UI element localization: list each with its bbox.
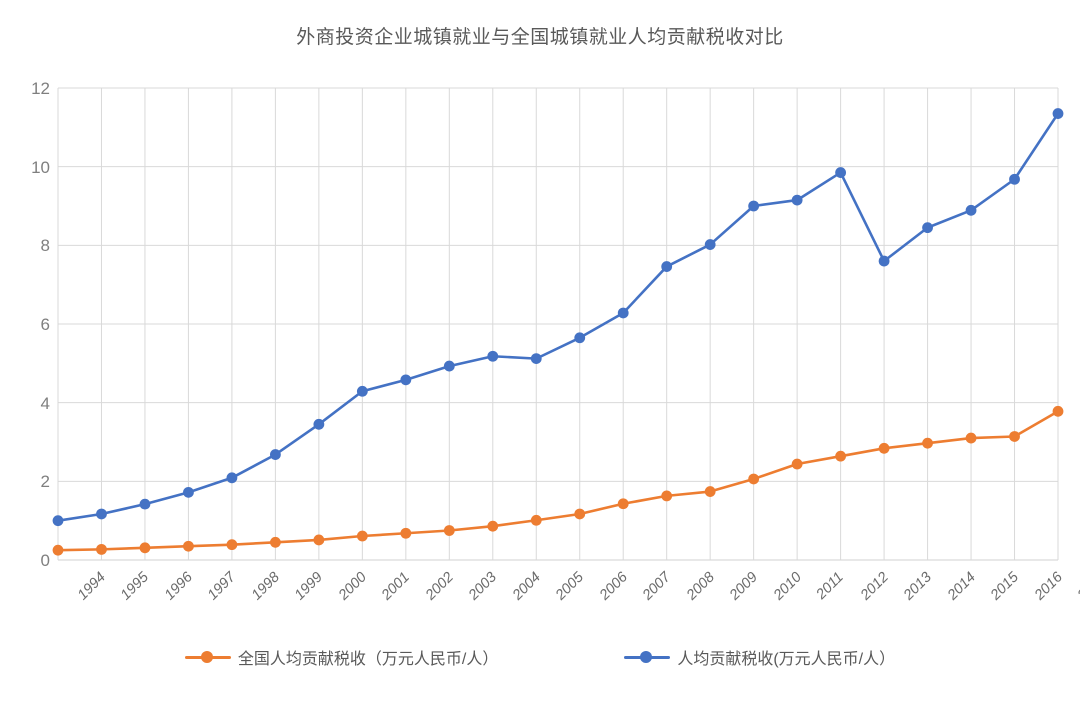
data-point[interactable] <box>183 486 194 498</box>
legend-item[interactable]: 人均贡献税收(万元人民币/人） <box>624 645 895 669</box>
x-axis-tick-label: 2017 <box>1074 569 1080 604</box>
x-axis-tick-label: 2016 <box>1031 569 1066 604</box>
legend-label: 全国人均贡献税收（万元人民币/人） <box>237 651 499 668</box>
data-point[interactable] <box>487 350 499 362</box>
x-axis-tick-label: 2008 <box>683 569 718 604</box>
series-layer <box>52 108 1064 556</box>
x-axis-tick-label: 1994 <box>74 569 109 604</box>
data-point[interactable] <box>704 486 716 497</box>
data-point[interactable] <box>661 490 673 502</box>
data-point[interactable] <box>96 543 107 555</box>
data-point[interactable] <box>313 418 325 430</box>
data-point[interactable] <box>748 473 760 485</box>
data-point[interactable] <box>1052 405 1064 417</box>
data-point[interactable] <box>400 527 412 539</box>
data-point[interactable] <box>139 542 151 554</box>
data-point[interactable] <box>52 544 64 556</box>
x-axis-tick-label: 2002 <box>422 569 457 604</box>
data-point[interactable] <box>400 374 412 386</box>
x-axis-tick-label: 1996 <box>161 569 196 604</box>
data-point[interactable] <box>226 472 238 484</box>
x-axis-tick-label: 2003 <box>466 569 501 604</box>
data-point[interactable] <box>443 525 455 536</box>
data-point[interactable] <box>52 515 64 527</box>
x-axis-tick-label: 2013 <box>900 569 935 604</box>
x-axis-tick-label: 1997 <box>205 569 240 604</box>
x-axis-tick-label: 2010 <box>770 569 805 604</box>
plot-area <box>52 87 1064 561</box>
chart-title: 外商投资企业城镇就业与全国城镇就业人均贡献税收对比 <box>296 27 784 48</box>
x-axis-tick-label: 2006 <box>596 569 631 604</box>
x-axis-tick-label: 2007 <box>639 569 675 604</box>
data-point[interactable] <box>878 255 890 267</box>
x-axis-tick-label: 2005 <box>552 569 588 604</box>
y-axis-tick-label: 12 <box>31 79 50 98</box>
x-axis-tick-label: 1998 <box>248 569 283 604</box>
plot-svg <box>52 87 1064 561</box>
data-point[interactable] <box>965 432 977 444</box>
data-point[interactable] <box>965 204 977 216</box>
x-axis-tick-label: 2009 <box>726 569 762 604</box>
data-point[interactable] <box>617 307 629 319</box>
y-axis-tick-label: 10 <box>31 157 50 177</box>
data-point[interactable] <box>661 261 673 272</box>
x-axis-tick-label: 2000 <box>335 569 370 604</box>
x-axis-tick-label: 2014 <box>944 569 979 604</box>
data-point[interactable] <box>1009 431 1020 442</box>
data-point[interactable] <box>139 498 151 510</box>
data-point[interactable] <box>356 385 368 397</box>
data-point[interactable] <box>574 508 586 520</box>
data-point[interactable] <box>96 508 107 520</box>
x-axis-tick-label: 1995 <box>118 569 153 604</box>
legend-label: 人均贡献税收(万元人民币/人） <box>677 651 896 668</box>
x-axis-tick-label: 2012 <box>857 569 892 604</box>
data-point[interactable] <box>226 539 238 551</box>
data-point[interactable] <box>835 167 847 178</box>
data-point[interactable] <box>530 353 542 365</box>
legend-item[interactable]: 全国人均贡献税收（万元人民币/人） <box>184 645 499 669</box>
y-axis-tick-label: 6 <box>40 315 50 334</box>
x-axis-tick-label: 2004 <box>509 569 544 604</box>
data-point[interactable] <box>791 458 803 470</box>
data-point[interactable] <box>748 200 760 212</box>
data-point[interactable] <box>617 498 629 510</box>
y-axis-tick-label: 4 <box>40 393 50 413</box>
data-point[interactable] <box>1009 173 1020 185</box>
x-axis-tick-label: 2015 <box>987 569 1022 604</box>
data-point[interactable] <box>704 239 716 250</box>
data-point[interactable] <box>443 360 455 372</box>
x-axis-tick-label: 1999 <box>292 569 327 604</box>
series-line-1 <box>56 112 1060 522</box>
data-point[interactable] <box>835 450 847 462</box>
data-point[interactable] <box>922 437 933 449</box>
data-point[interactable] <box>356 530 368 542</box>
data-point[interactable] <box>922 222 933 234</box>
data-point[interactable] <box>574 332 586 344</box>
x-axis-tick-label: 2011 <box>813 569 847 603</box>
data-point[interactable] <box>487 520 499 532</box>
data-point[interactable] <box>183 540 194 552</box>
grid-lines <box>57 87 1059 561</box>
y-axis-tick-label: 0 <box>40 551 50 570</box>
data-point[interactable] <box>269 449 281 460</box>
x-axis-tick-label: 2001 <box>379 569 414 604</box>
data-point[interactable] <box>1052 108 1064 119</box>
data-point[interactable] <box>878 442 890 454</box>
legend-marker-icon <box>184 650 231 664</box>
data-point[interactable] <box>313 534 325 546</box>
legend-marker-icon <box>624 650 671 664</box>
data-point[interactable] <box>269 536 281 548</box>
y-axis-tick-label: 8 <box>40 236 50 256</box>
data-point[interactable] <box>791 194 803 206</box>
series-line-0 <box>56 410 1060 552</box>
data-point[interactable] <box>530 514 542 526</box>
y-axis-tick-label: 2 <box>40 472 50 492</box>
chart-legend: 全国人均贡献税收（万元人民币/人） 人均贡献税收(万元人民币/人） <box>0 645 1080 669</box>
